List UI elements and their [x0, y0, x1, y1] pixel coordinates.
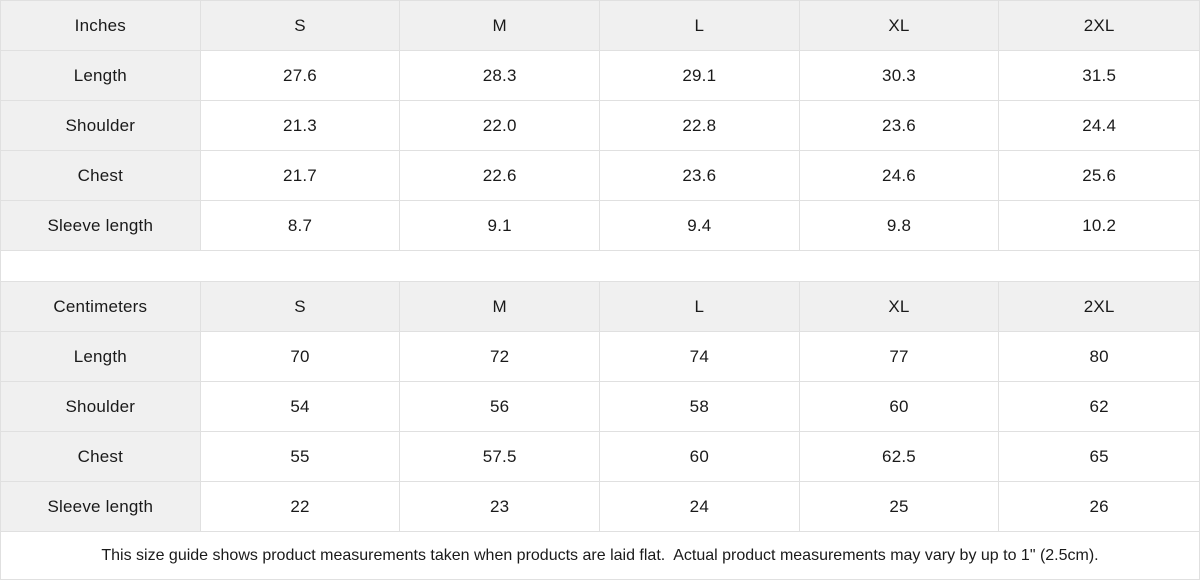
measurement-value-cell: 22.6 [400, 151, 600, 201]
measurement-value-cell: 62.5 [799, 432, 1000, 482]
measurement-value-cell: 24.6 [799, 151, 1000, 201]
measurement-value-cell: 23.6 [799, 101, 1000, 151]
measurement-label-cell: Chest [1, 151, 201, 201]
measurement-value-cell: 55 [200, 432, 401, 482]
measurement-value-cell: 22 [200, 482, 401, 532]
measurement-value-cell: 70 [200, 332, 401, 382]
size-header-cell: XL [799, 282, 1000, 332]
measurement-value-cell: 62 [999, 382, 1199, 432]
size-table-inches: Inches S M L XL 2XL Length 27.6 28.3 29.1 30.3 31.5… [1, 1, 1199, 251]
measurement-value-cell: 9.8 [799, 201, 1000, 251]
measurement-value-cell: 56 [400, 382, 600, 432]
measurement-value-cell: 27.6 [200, 51, 401, 101]
measurement-value-cell: 65 [999, 432, 1199, 482]
size-guide-note: This size guide shows product measuremen… [1, 532, 1199, 579]
measurement-value-cell: 22.8 [600, 101, 800, 151]
measurement-label-cell: Length [1, 51, 201, 101]
table-gap [1, 251, 1199, 281]
size-table-centimeters: Centimeters S M L XL 2XL Length 70 72 74 77 80 Shoul… [1, 281, 1199, 532]
measurement-value-cell: 25 [799, 482, 1000, 532]
measurement-label-cell: Sleeve length [1, 201, 201, 251]
measurement-value-cell: 25.6 [999, 151, 1199, 201]
measurement-value-cell: 9.1 [400, 201, 600, 251]
measurement-value-cell: 77 [799, 332, 1000, 382]
size-header-cell: 2XL [999, 1, 1199, 51]
measurement-label-cell: Length [1, 332, 201, 382]
size-header-cell: XL [799, 1, 1000, 51]
measurement-value-cell: 57.5 [400, 432, 600, 482]
measurement-value-cell: 72 [400, 332, 600, 382]
measurement-value-cell: 58 [600, 382, 800, 432]
measurement-value-cell: 23.6 [600, 151, 800, 201]
measurement-value-cell: 23 [400, 482, 600, 532]
measurement-value-cell: 29.1 [600, 51, 800, 101]
measurement-value-cell: 31.5 [999, 51, 1199, 101]
size-header-cell: S [200, 1, 401, 51]
size-header-cell: M [400, 1, 600, 51]
measurement-value-cell: 24.4 [999, 101, 1199, 151]
measurement-value-cell: 54 [200, 382, 401, 432]
measurement-value-cell: 10.2 [999, 201, 1199, 251]
unit-header-cell: Inches [1, 1, 201, 51]
measurement-label-cell: Chest [1, 432, 201, 482]
measurement-value-cell: 28.3 [400, 51, 600, 101]
size-header-cell: M [400, 282, 600, 332]
measurement-value-cell: 80 [999, 332, 1199, 382]
size-header-cell: L [600, 1, 800, 51]
measurement-value-cell: 60 [600, 432, 800, 482]
measurement-value-cell: 21.3 [200, 101, 401, 151]
measurement-value-cell: 21.7 [200, 151, 401, 201]
measurement-label-cell: Sleeve length [1, 482, 201, 532]
size-header-cell: S [200, 282, 401, 332]
measurement-value-cell: 24 [600, 482, 800, 532]
measurement-label-cell: Shoulder [1, 101, 201, 151]
size-header-cell: L [600, 282, 800, 332]
measurement-value-cell: 22.0 [400, 101, 600, 151]
measurement-value-cell: 74 [600, 332, 800, 382]
measurement-value-cell: 9.4 [600, 201, 800, 251]
measurement-label-cell: Shoulder [1, 382, 201, 432]
measurement-value-cell: 60 [799, 382, 1000, 432]
measurement-value-cell: 8.7 [200, 201, 401, 251]
measurement-value-cell: 30.3 [799, 51, 1000, 101]
size-header-cell: 2XL [999, 282, 1199, 332]
unit-header-cell: Centimeters [1, 282, 201, 332]
measurement-value-cell: 26 [999, 482, 1199, 532]
